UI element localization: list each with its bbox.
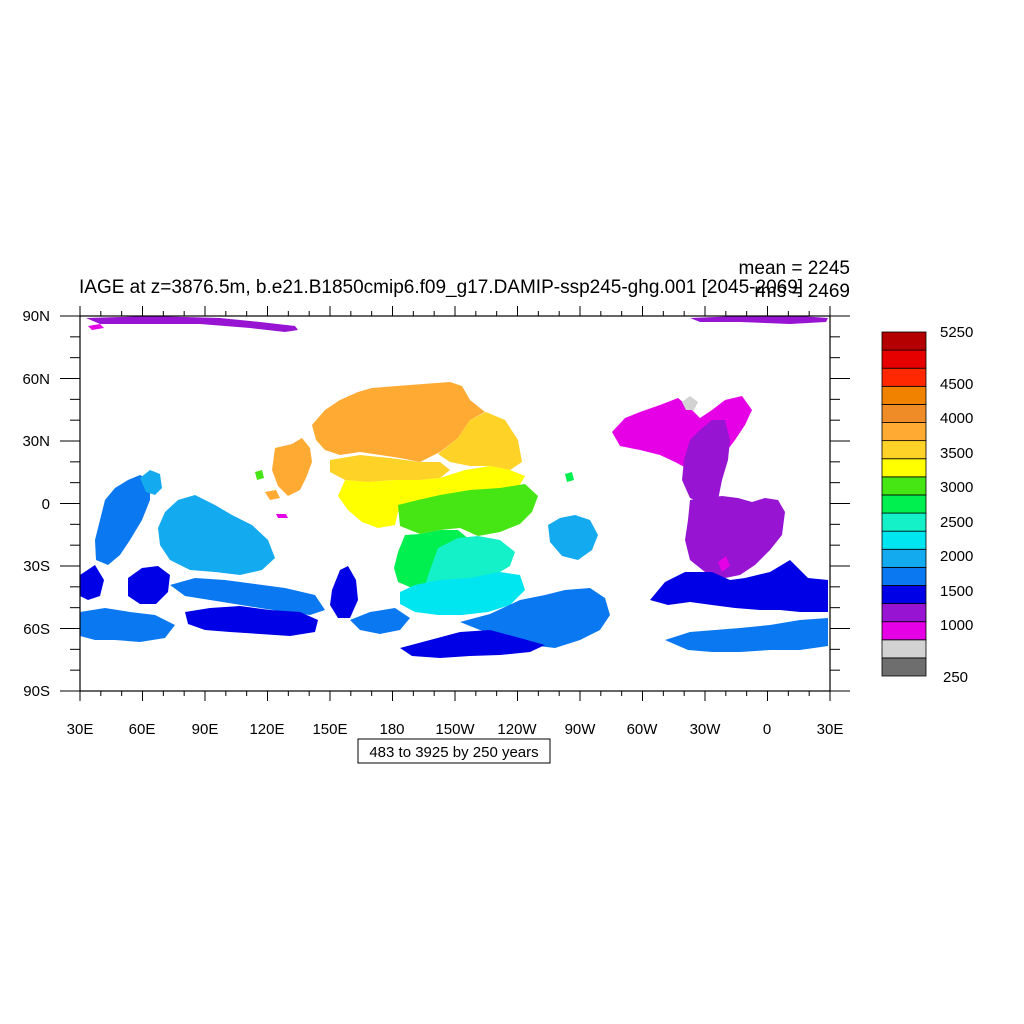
latitude-ticks bbox=[60, 315, 850, 692]
colorbar-swatch bbox=[881, 657, 927, 677]
lon-label: 180 bbox=[379, 721, 404, 738]
lat-label: 30N bbox=[22, 433, 50, 450]
region-west-southern-deep-blue bbox=[80, 565, 104, 600]
region-northwest-pacific-orange bbox=[272, 438, 312, 496]
contour-info-text: 483 to 3925 by 250 years bbox=[369, 744, 538, 761]
lon-label: 150W bbox=[435, 721, 475, 738]
colorbar-swatches bbox=[881, 331, 927, 677]
colorbar-label: 2500 bbox=[940, 514, 973, 531]
lat-label: 60N bbox=[22, 371, 50, 388]
region-arabian-sea-blue bbox=[140, 470, 162, 495]
region-southern-indian-deep-blue bbox=[185, 606, 318, 636]
lat-label: 30S bbox=[23, 558, 50, 575]
colorbar-swatch bbox=[881, 367, 927, 387]
region-caribbean-light-blue bbox=[548, 515, 598, 560]
latitude-labels: 90N 60N 30N 0 30S 60S 90S bbox=[22, 308, 50, 700]
region-arctic-purple-east bbox=[690, 316, 828, 324]
colorbar-swatch bbox=[881, 548, 927, 568]
region-southern-ocean-indian-blue bbox=[80, 608, 175, 642]
lon-label: 60E bbox=[129, 721, 156, 738]
lon-label: 90E bbox=[192, 721, 219, 738]
lon-label: 30W bbox=[690, 721, 722, 738]
colorbar: 250 1000 1500 2000 2500 3000 3500 4000 4… bbox=[881, 324, 973, 686]
region-antarctic-pacific-deep-blue bbox=[400, 630, 545, 658]
region-sea-of-japan-green bbox=[255, 470, 264, 480]
lat-label: 0 bbox=[42, 496, 50, 513]
colorbar-swatch bbox=[881, 440, 927, 460]
lon-label: 60W bbox=[627, 721, 659, 738]
region-patch-magenta-atlantic bbox=[718, 556, 730, 572]
colorbar-swatch bbox=[881, 476, 927, 496]
region-central-pacific-amber bbox=[330, 455, 450, 482]
colorbar-swatch bbox=[881, 422, 927, 442]
region-indonesian-magenta bbox=[276, 514, 288, 518]
region-southern-atlantic-blue bbox=[665, 618, 828, 652]
colorbar-swatch bbox=[881, 331, 927, 351]
contour-info-frame bbox=[357, 738, 551, 764]
map-frame bbox=[60, 306, 850, 701]
region-north-small-magenta bbox=[88, 324, 104, 330]
colorbar-label: 250 bbox=[943, 669, 968, 686]
region-arctic-purple-west bbox=[86, 316, 298, 332]
colorbar-label: 3000 bbox=[940, 479, 973, 496]
colorbar-swatch bbox=[881, 585, 927, 604]
colorbar-label: 4000 bbox=[940, 410, 973, 427]
colorbar-label: 3500 bbox=[940, 445, 973, 462]
contour-info-box: 483 to 3925 by 250 years bbox=[357, 738, 551, 764]
mean-stat: mean = 2245 bbox=[739, 258, 850, 279]
region-south-china-orange bbox=[265, 490, 280, 500]
lon-label: 0 bbox=[763, 721, 771, 738]
region-north-pacific-orange bbox=[312, 382, 485, 462]
region-south-pacific-cyan bbox=[400, 572, 525, 615]
colorbar-labels: 250 1000 1500 2000 2500 3000 3500 4000 4… bbox=[940, 324, 973, 686]
rms-stat: rms = 2469 bbox=[754, 281, 850, 302]
lat-label: 90N bbox=[22, 308, 50, 325]
colorbar-label: 1000 bbox=[940, 617, 973, 634]
colorbar-label: 5250 bbox=[940, 324, 973, 341]
region-gulf-green bbox=[565, 472, 574, 482]
region-southwest-pacific-blue bbox=[350, 608, 410, 634]
lon-label: 30E bbox=[817, 721, 844, 738]
region-indian-ocean-light-blue bbox=[158, 495, 275, 575]
colorbar-label: 1500 bbox=[940, 583, 973, 600]
region-greenland-gray bbox=[682, 396, 698, 410]
lon-label: 120E bbox=[249, 721, 284, 738]
lat-label: 60S bbox=[23, 621, 50, 638]
region-east-pacific-green bbox=[398, 484, 538, 536]
region-west-indian-blue bbox=[95, 475, 150, 565]
colorbar-swatch bbox=[881, 566, 927, 586]
lat-label: 90S bbox=[23, 683, 50, 700]
colorbar-swatch bbox=[881, 385, 927, 405]
region-south-atlantic-purple bbox=[685, 496, 785, 578]
map-panel bbox=[80, 316, 830, 691]
colorbar-swatch bbox=[881, 404, 927, 423]
colorbar-label: 4500 bbox=[940, 376, 973, 393]
lon-label: 90W bbox=[565, 721, 597, 738]
lon-label: 150E bbox=[312, 721, 347, 738]
region-madagascar-deep-blue bbox=[128, 566, 170, 604]
colorbar-swatch bbox=[881, 349, 927, 369]
lon-label: 30E bbox=[67, 721, 94, 738]
colorbar-label: 2000 bbox=[940, 548, 973, 565]
region-tasman-deep-blue bbox=[330, 566, 358, 618]
colorbar-swatch bbox=[881, 603, 927, 623]
plot-title: IAGE at z=3876.5m, b.e21.B1850cmip6.f09_… bbox=[79, 277, 803, 298]
colorbar-swatch bbox=[881, 530, 927, 550]
longitude-labels: 30E 60E 90E 120E 150E 180 150W 120W 90W … bbox=[67, 721, 844, 738]
longitude-ticks bbox=[79, 306, 831, 701]
region-northeast-pacific-amber bbox=[438, 412, 522, 470]
colorbar-swatch bbox=[881, 494, 927, 514]
region-southern-atlantic-deep-blue bbox=[650, 560, 828, 612]
colorbar-swatch bbox=[881, 458, 927, 478]
region-south-indian-blue bbox=[170, 578, 325, 615]
lon-label: 120W bbox=[497, 721, 537, 738]
region-east-atlantic-purple bbox=[682, 420, 730, 505]
colorbar-swatch bbox=[881, 621, 927, 641]
colorbar-swatch bbox=[881, 639, 927, 659]
colorbar-swatch bbox=[881, 512, 927, 532]
